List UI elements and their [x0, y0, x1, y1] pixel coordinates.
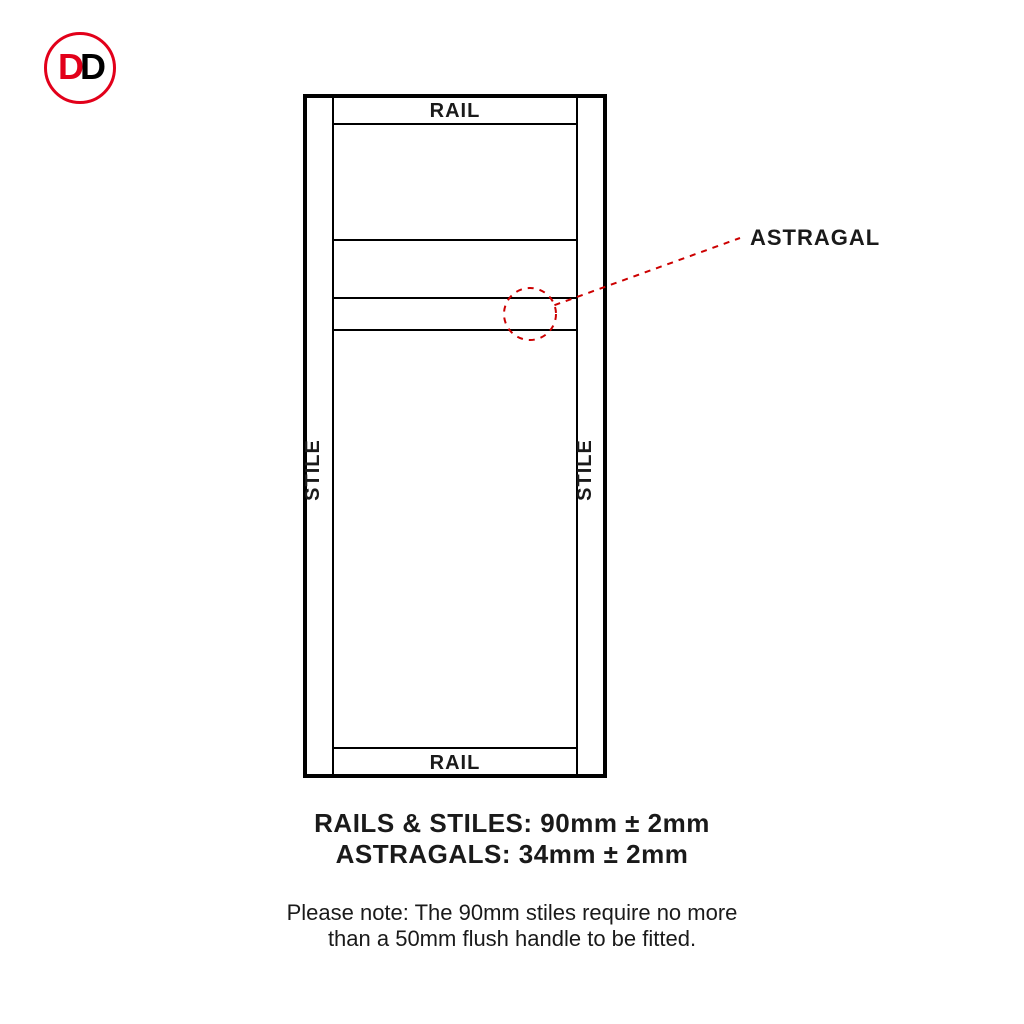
astragal-callout-label: ASTRAGAL: [750, 225, 880, 250]
label-rail-top: RAIL: [430, 100, 481, 122]
footnote: Please note: The 90mm stiles require no …: [0, 900, 1024, 952]
specifications: RAILS & STILES: 90mm ± 2mm ASTRAGALS: 34…: [0, 808, 1024, 870]
door-diagram-svg: RAIL RAIL STILE STILE ASTRAGAL: [0, 78, 1024, 778]
label-stile-right: STILE: [574, 439, 596, 501]
footnote-line-2: than a 50mm flush handle to be fitted.: [0, 926, 1024, 952]
astragal-callout-leader: [554, 238, 740, 305]
label-rail-bottom: RAIL: [430, 752, 481, 774]
spec-astragals: ASTRAGALS: 34mm ± 2mm: [0, 839, 1024, 870]
label-stile-left: STILE: [302, 439, 324, 501]
door-diagram: RAIL RAIL STILE STILE ASTRAGAL: [0, 78, 1024, 778]
astragal-callout-circle: [504, 288, 556, 340]
door-outline: [305, 96, 605, 776]
footnote-line-1: Please note: The 90mm stiles require no …: [0, 900, 1024, 926]
spec-rails-stiles: RAILS & STILES: 90mm ± 2mm: [0, 808, 1024, 839]
